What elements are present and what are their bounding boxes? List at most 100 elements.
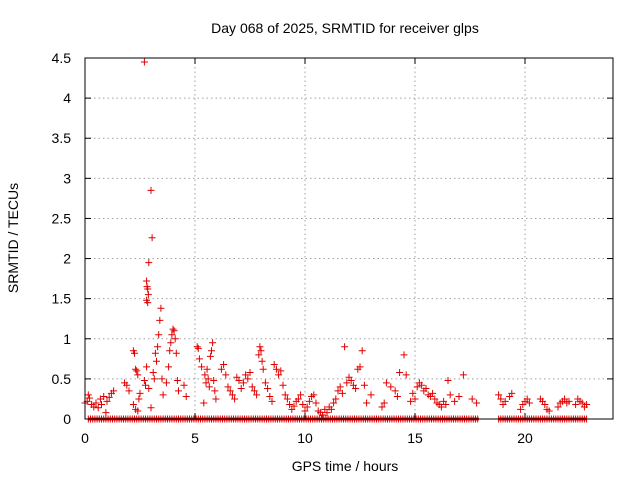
data-point bbox=[393, 393, 401, 401]
data-point bbox=[407, 397, 415, 405]
data-point bbox=[209, 339, 217, 347]
data-point bbox=[305, 397, 313, 405]
data-point bbox=[352, 385, 360, 393]
data-point bbox=[258, 357, 266, 365]
data-point bbox=[147, 186, 155, 194]
data-point bbox=[157, 304, 165, 312]
data-point bbox=[237, 385, 245, 393]
data-point bbox=[195, 355, 203, 363]
data-point bbox=[169, 325, 177, 333]
data-point bbox=[156, 316, 164, 324]
x-tick-label: 10 bbox=[297, 430, 313, 446]
data-point bbox=[418, 381, 426, 389]
data-point bbox=[312, 399, 320, 407]
data-point bbox=[134, 371, 142, 379]
data-point bbox=[266, 393, 274, 401]
tick-labels: 0 5 10 15 20 0 0.5 1 1.5 2 2.5 3 3.5 4 4.5 bbox=[52, 50, 533, 446]
data-point bbox=[246, 368, 254, 376]
data-point bbox=[270, 360, 278, 368]
data-point bbox=[299, 401, 307, 409]
data-point bbox=[473, 399, 481, 407]
data-point bbox=[147, 404, 155, 412]
data-point bbox=[554, 403, 562, 411]
data-point bbox=[277, 367, 285, 375]
data-point bbox=[200, 399, 208, 407]
data-point bbox=[409, 389, 417, 397]
data-point bbox=[173, 376, 181, 384]
data-point bbox=[343, 379, 351, 387]
y-axis-label: SRMTID / TECUs bbox=[5, 183, 21, 293]
data-point bbox=[451, 397, 459, 405]
data-point bbox=[180, 381, 188, 389]
data-point bbox=[110, 387, 118, 395]
data-point bbox=[175, 387, 182, 395]
y-tick-label: 4 bbox=[63, 90, 71, 106]
y-tick-label: 1.5 bbox=[52, 291, 72, 307]
data-point bbox=[334, 387, 342, 395]
data-point bbox=[268, 397, 276, 405]
data-point bbox=[255, 351, 263, 359]
data-point bbox=[429, 389, 437, 397]
data-point bbox=[501, 397, 509, 405]
data-point bbox=[193, 343, 201, 351]
data-point bbox=[208, 347, 215, 355]
data-point bbox=[133, 367, 141, 375]
data-point bbox=[286, 401, 294, 409]
data-point bbox=[165, 363, 173, 371]
y-tick-label: 2.5 bbox=[52, 210, 72, 226]
data-point bbox=[85, 394, 93, 402]
data-point bbox=[103, 397, 111, 405]
tick-marks bbox=[84, 57, 613, 420]
data-point bbox=[264, 385, 272, 393]
data-point bbox=[378, 403, 386, 411]
data-point bbox=[148, 234, 156, 242]
data-point bbox=[167, 339, 175, 347]
data-point bbox=[259, 365, 267, 373]
data-point bbox=[144, 291, 152, 299]
data-point bbox=[143, 363, 151, 371]
data-point bbox=[561, 395, 569, 403]
data-point bbox=[578, 399, 586, 407]
data-point bbox=[228, 391, 236, 399]
data-point bbox=[272, 365, 280, 373]
data-point bbox=[256, 343, 264, 351]
data-point bbox=[226, 387, 234, 395]
data-point bbox=[206, 352, 214, 360]
data-point bbox=[242, 371, 250, 379]
data-point bbox=[145, 259, 153, 267]
x-tick-label: 5 bbox=[191, 430, 199, 446]
data-point bbox=[140, 58, 148, 66]
data-point bbox=[202, 379, 210, 387]
chart-title: Day 068 of 2025, SRMTID for receiver glp… bbox=[211, 20, 479, 36]
data-point bbox=[150, 375, 158, 383]
data-point bbox=[151, 349, 159, 357]
data-point bbox=[290, 402, 298, 410]
data-point bbox=[572, 401, 580, 409]
data-point bbox=[239, 379, 247, 387]
data-point bbox=[134, 407, 142, 415]
data-point bbox=[198, 363, 206, 371]
data-point bbox=[402, 371, 410, 379]
data-point bbox=[204, 375, 212, 383]
data-point bbox=[338, 389, 346, 397]
data-point bbox=[275, 371, 283, 379]
data-point bbox=[132, 365, 140, 373]
data-point bbox=[525, 399, 533, 407]
data-point bbox=[468, 395, 476, 403]
data-point bbox=[380, 399, 388, 407]
data-point bbox=[336, 383, 344, 391]
data-point bbox=[360, 381, 368, 389]
data-point bbox=[310, 391, 318, 399]
data-point bbox=[495, 391, 503, 399]
data-point bbox=[172, 349, 180, 357]
data-point bbox=[363, 399, 371, 407]
data-point bbox=[203, 365, 211, 373]
data-point bbox=[129, 401, 137, 409]
data-point bbox=[382, 379, 390, 387]
data-point bbox=[497, 395, 505, 403]
data-point bbox=[303, 403, 311, 411]
data-point bbox=[455, 393, 463, 401]
data-point bbox=[220, 360, 228, 368]
data-point bbox=[431, 395, 439, 403]
